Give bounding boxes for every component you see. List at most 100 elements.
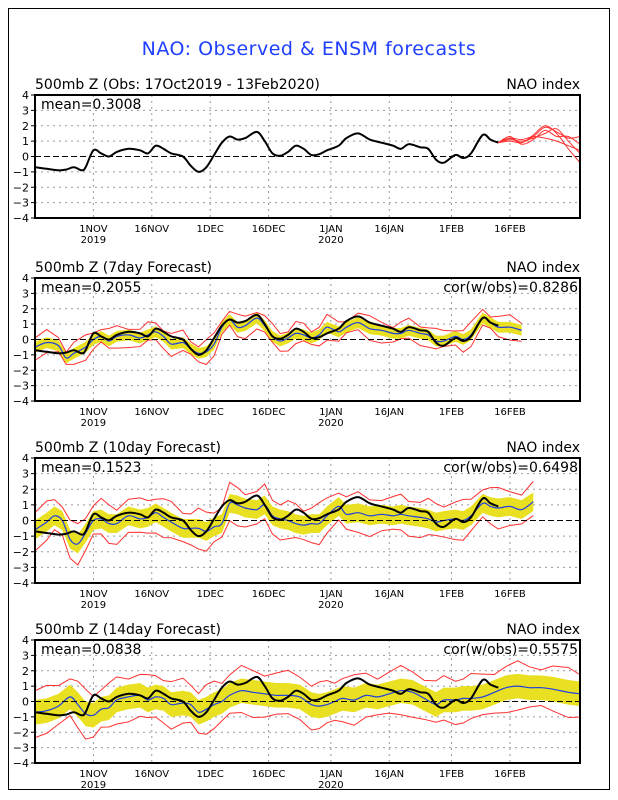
y-tick-label: 3 [22,649,29,662]
y-tick-label: 0 [22,151,29,164]
mean-label: mean=0.0838 [41,642,141,658]
y-tick-label: 2 [22,303,29,316]
y-tick-label: 2 [22,665,29,678]
y-tick-label: 1 [22,318,29,331]
correlation-label: cor(w/obs)=0.8286 [443,280,578,296]
x-tick-label: 16DEC [252,407,286,418]
mean-label: mean=0.3008 [41,97,141,113]
ensemble-max-line [34,481,534,525]
x-tick-label: 16NOV [134,224,169,235]
ensemble-min-line [34,515,534,566]
x-tick-label: 1JAN [319,224,342,235]
ensemble-mean-line [34,501,534,545]
ensemble-min-line [34,324,522,366]
observed-line [34,494,499,538]
x-tick-label: 1JAN [319,589,342,600]
y-tick-label: 2 [22,483,29,496]
y-tick-label: −3 [13,380,29,393]
y-tick-label: −1 [13,166,29,179]
y-tick-label: 4 [22,634,29,647]
x-tick-label: 1DEC [196,224,223,235]
correlation-label: cor(w/obs)=0.6498 [443,460,578,476]
y-tick-label: 3 [22,468,29,481]
ensemble-spread-band [35,673,580,728]
y-tick-label: −2 [13,726,29,739]
observed-line [34,313,499,356]
y-tick-label: 2 [22,120,29,133]
x-tick-label: 1JAN [319,769,342,780]
x-tick-year-label: 2019 [81,235,106,246]
y-tick-label: −4 [13,395,29,408]
observed-line [34,675,499,718]
x-tick-label: 1NOV [79,407,108,418]
x-tick-year-label: 2020 [318,235,343,246]
ensemble-max-line [34,660,581,698]
panel-title: 500mb Z (10day Forecast) [35,440,221,456]
y-tick-label: 3 [22,104,29,117]
forecast-member-line [498,135,581,151]
y-tick-label: −4 [13,212,29,225]
mean-label: mean=0.2055 [41,280,141,296]
y-tick-label: −1 [13,349,29,362]
panel-title: 500mb Z (14day Forecast) [35,622,221,638]
x-tick-label: 1JAN [319,407,342,418]
y-tick-label: −4 [13,757,29,770]
x-tick-label: 16DEC [252,769,286,780]
x-tick-label: 1FEB [439,769,464,780]
y-tick-label: −2 [13,546,29,559]
x-tick-year-label: 2020 [318,418,343,429]
observed-line [34,130,499,173]
x-tick-label: 16DEC [252,589,286,600]
x-tick-label: 16NOV [134,769,169,780]
x-tick-label: 1NOV [79,224,108,235]
ensemble-min-line [34,705,581,740]
x-tick-label: 16JAN [374,589,404,600]
forecast-member-line [498,128,581,154]
y-tick-label: −1 [13,530,29,543]
correlation-label: cor(w/obs)=0.5575 [443,642,578,658]
panel-right-label: NAO index [506,260,580,276]
y-tick-label: 0 [22,334,29,347]
x-tick-label: 1DEC [196,769,223,780]
panel-right-label: NAO index [506,440,580,456]
y-tick-label: −3 [13,742,29,755]
x-tick-label: 1NOV [79,769,108,780]
x-tick-label: 1FEB [439,224,464,235]
x-tick-label: 16JAN [374,769,404,780]
x-tick-year-label: 2019 [81,418,106,429]
forecast-member-line [498,126,581,144]
x-tick-label: 16FEB [494,589,526,600]
y-tick-label: −4 [13,577,29,590]
forecast-member-line [498,129,581,145]
x-tick-label: 16FEB [494,224,526,235]
x-tick-label: 16FEB [494,407,526,418]
panel-title: 500mb Z (7day Forecast) [35,260,212,276]
x-tick-label: 1NOV [79,589,108,600]
x-tick-label: 16JAN [374,407,404,418]
figure-frame [8,8,610,790]
x-tick-label: 1FEB [439,407,464,418]
x-tick-year-label: 2020 [318,780,343,791]
y-tick-label: 4 [22,272,29,285]
y-tick-label: 0 [22,696,29,709]
y-tick-label: −3 [13,197,29,210]
x-tick-label: 1DEC [196,407,223,418]
y-tick-label: 4 [22,89,29,102]
ensemble-max-line [34,308,522,354]
y-tick-label: 4 [22,452,29,465]
x-tick-label: 16DEC [252,224,286,235]
y-tick-label: 1 [22,499,29,512]
panel-title: 500mb Z (Obs: 17Oct2019 - 13Feb2020) [35,77,320,93]
y-tick-label: −3 [13,561,29,574]
y-tick-label: −2 [13,364,29,377]
mean-label: mean=0.1523 [41,460,141,476]
x-tick-year-label: 2019 [81,600,106,611]
figure-title: NAO: Observed & ENSM forecasts [141,38,477,60]
x-tick-label: 16NOV [134,589,169,600]
x-tick-label: 16NOV [134,407,169,418]
y-tick-label: −2 [13,181,29,194]
